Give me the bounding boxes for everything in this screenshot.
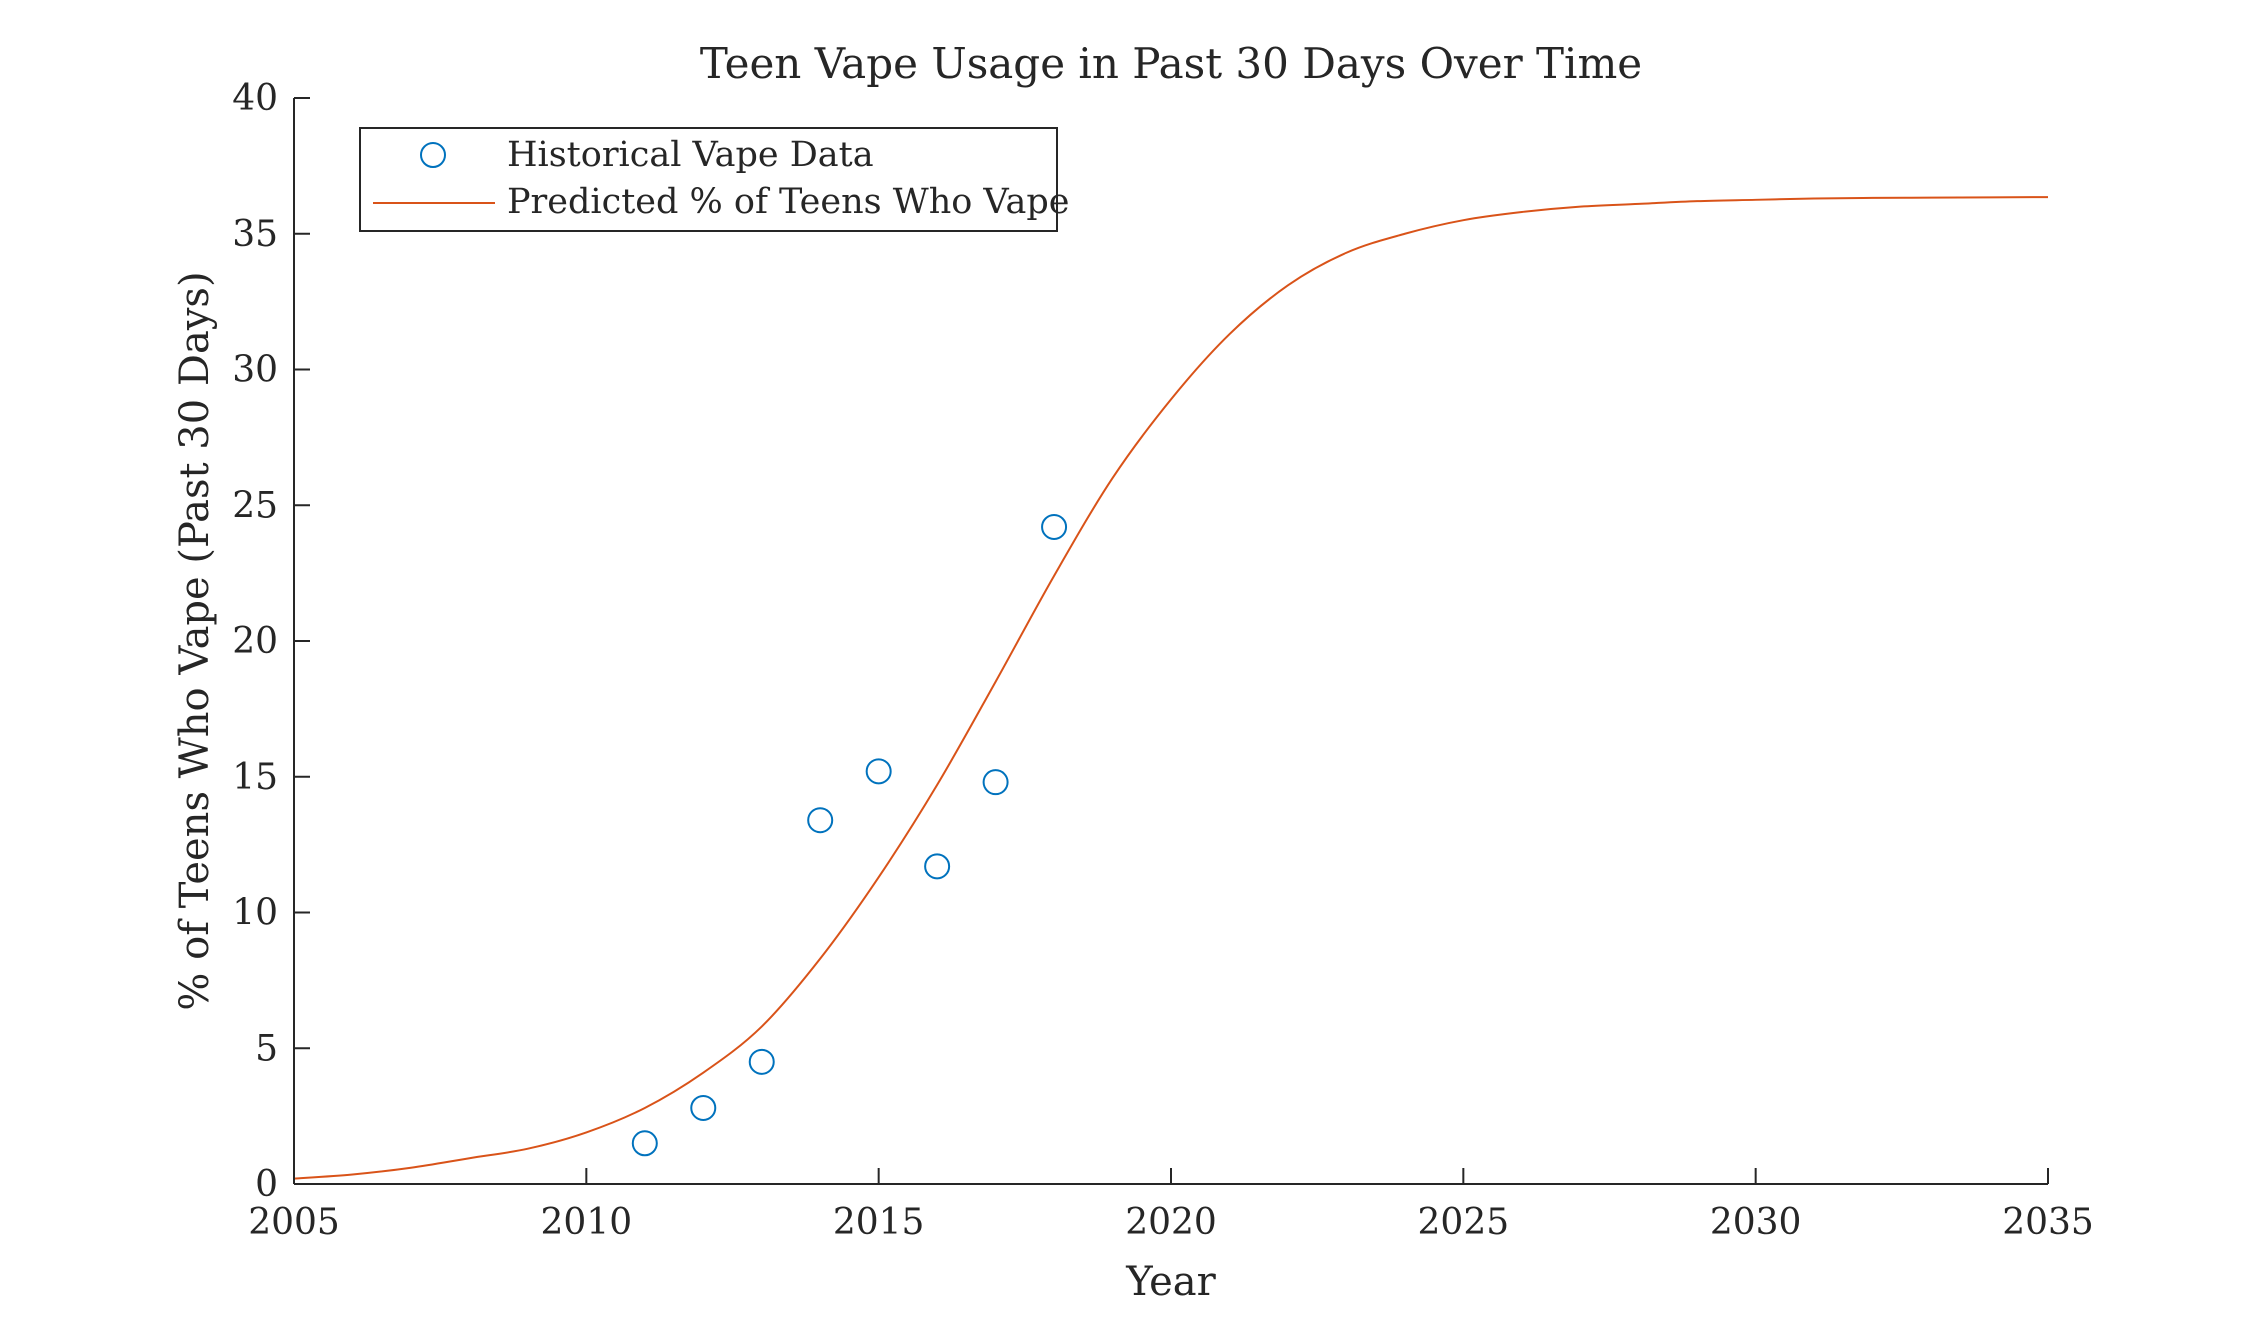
plot-area <box>293 196 2049 1180</box>
x-tick-label: 2015 <box>833 1202 925 1243</box>
legend-label-historical: Historical Vape Data <box>507 135 874 175</box>
historical-data-point <box>690 1094 717 1121</box>
y-tick-label: 30 <box>232 350 278 391</box>
y-tick-label: 0 <box>255 1164 278 1205</box>
y-tick-label: 10 <box>232 893 278 934</box>
x-tick-label: 2035 <box>2002 1202 2094 1243</box>
historical-data-point <box>631 1130 658 1157</box>
y-ticks: 0 5 10 15 20 25 30 35 40 <box>232 78 310 1205</box>
axes: 2005 2010 2015 2020 2025 2030 2035 05101520253… <box>232 78 2094 1243</box>
legend: Historical Vape Data Predicted % of Teen… <box>359 127 1069 232</box>
x-axis-label: Year <box>1125 1259 1216 1305</box>
historical-data-point <box>924 853 951 880</box>
historical-data-point <box>982 769 1009 796</box>
x-tick-label: 2020 <box>1125 1202 1217 1243</box>
historical-data-point <box>807 807 834 834</box>
legend-box <box>359 127 1058 232</box>
legend-label-predicted: Predicted % of Teens Who Vape <box>507 182 1069 222</box>
x-tick-label: 2030 <box>1710 1202 1802 1243</box>
y-tick-label: 35 <box>232 214 278 255</box>
predicted-line <box>293 196 2049 1180</box>
chart-title: Teen Vape Usage in Past 30 Days Over Tim… <box>700 39 1642 88</box>
x-tick-label: 2010 <box>541 1202 633 1243</box>
historical-data-point <box>1041 513 1068 540</box>
legend-marker-historical <box>420 142 446 168</box>
x-tick-label: 2025 <box>1418 1202 1510 1243</box>
x-ticks: 2005 2010 2015 2020 2025 2030 2035 <box>248 1168 2094 1243</box>
y-tick-label: 25 <box>232 485 278 526</box>
y-axis-label: % of Teens Who Vape (Past 30 Days) <box>172 271 218 1010</box>
y-tick-label: 15 <box>232 757 278 798</box>
y-tick-label: 40 <box>232 78 278 119</box>
marker-layer <box>631 513 1068 1157</box>
y-tick-label: 20 <box>232 621 278 662</box>
y-tick-label: 5 <box>255 1028 278 1069</box>
historical-data-point <box>748 1048 775 1075</box>
line-layer <box>293 196 2049 1180</box>
x-tick-label: 2005 <box>248 1202 340 1243</box>
historical-data-point <box>865 758 892 785</box>
